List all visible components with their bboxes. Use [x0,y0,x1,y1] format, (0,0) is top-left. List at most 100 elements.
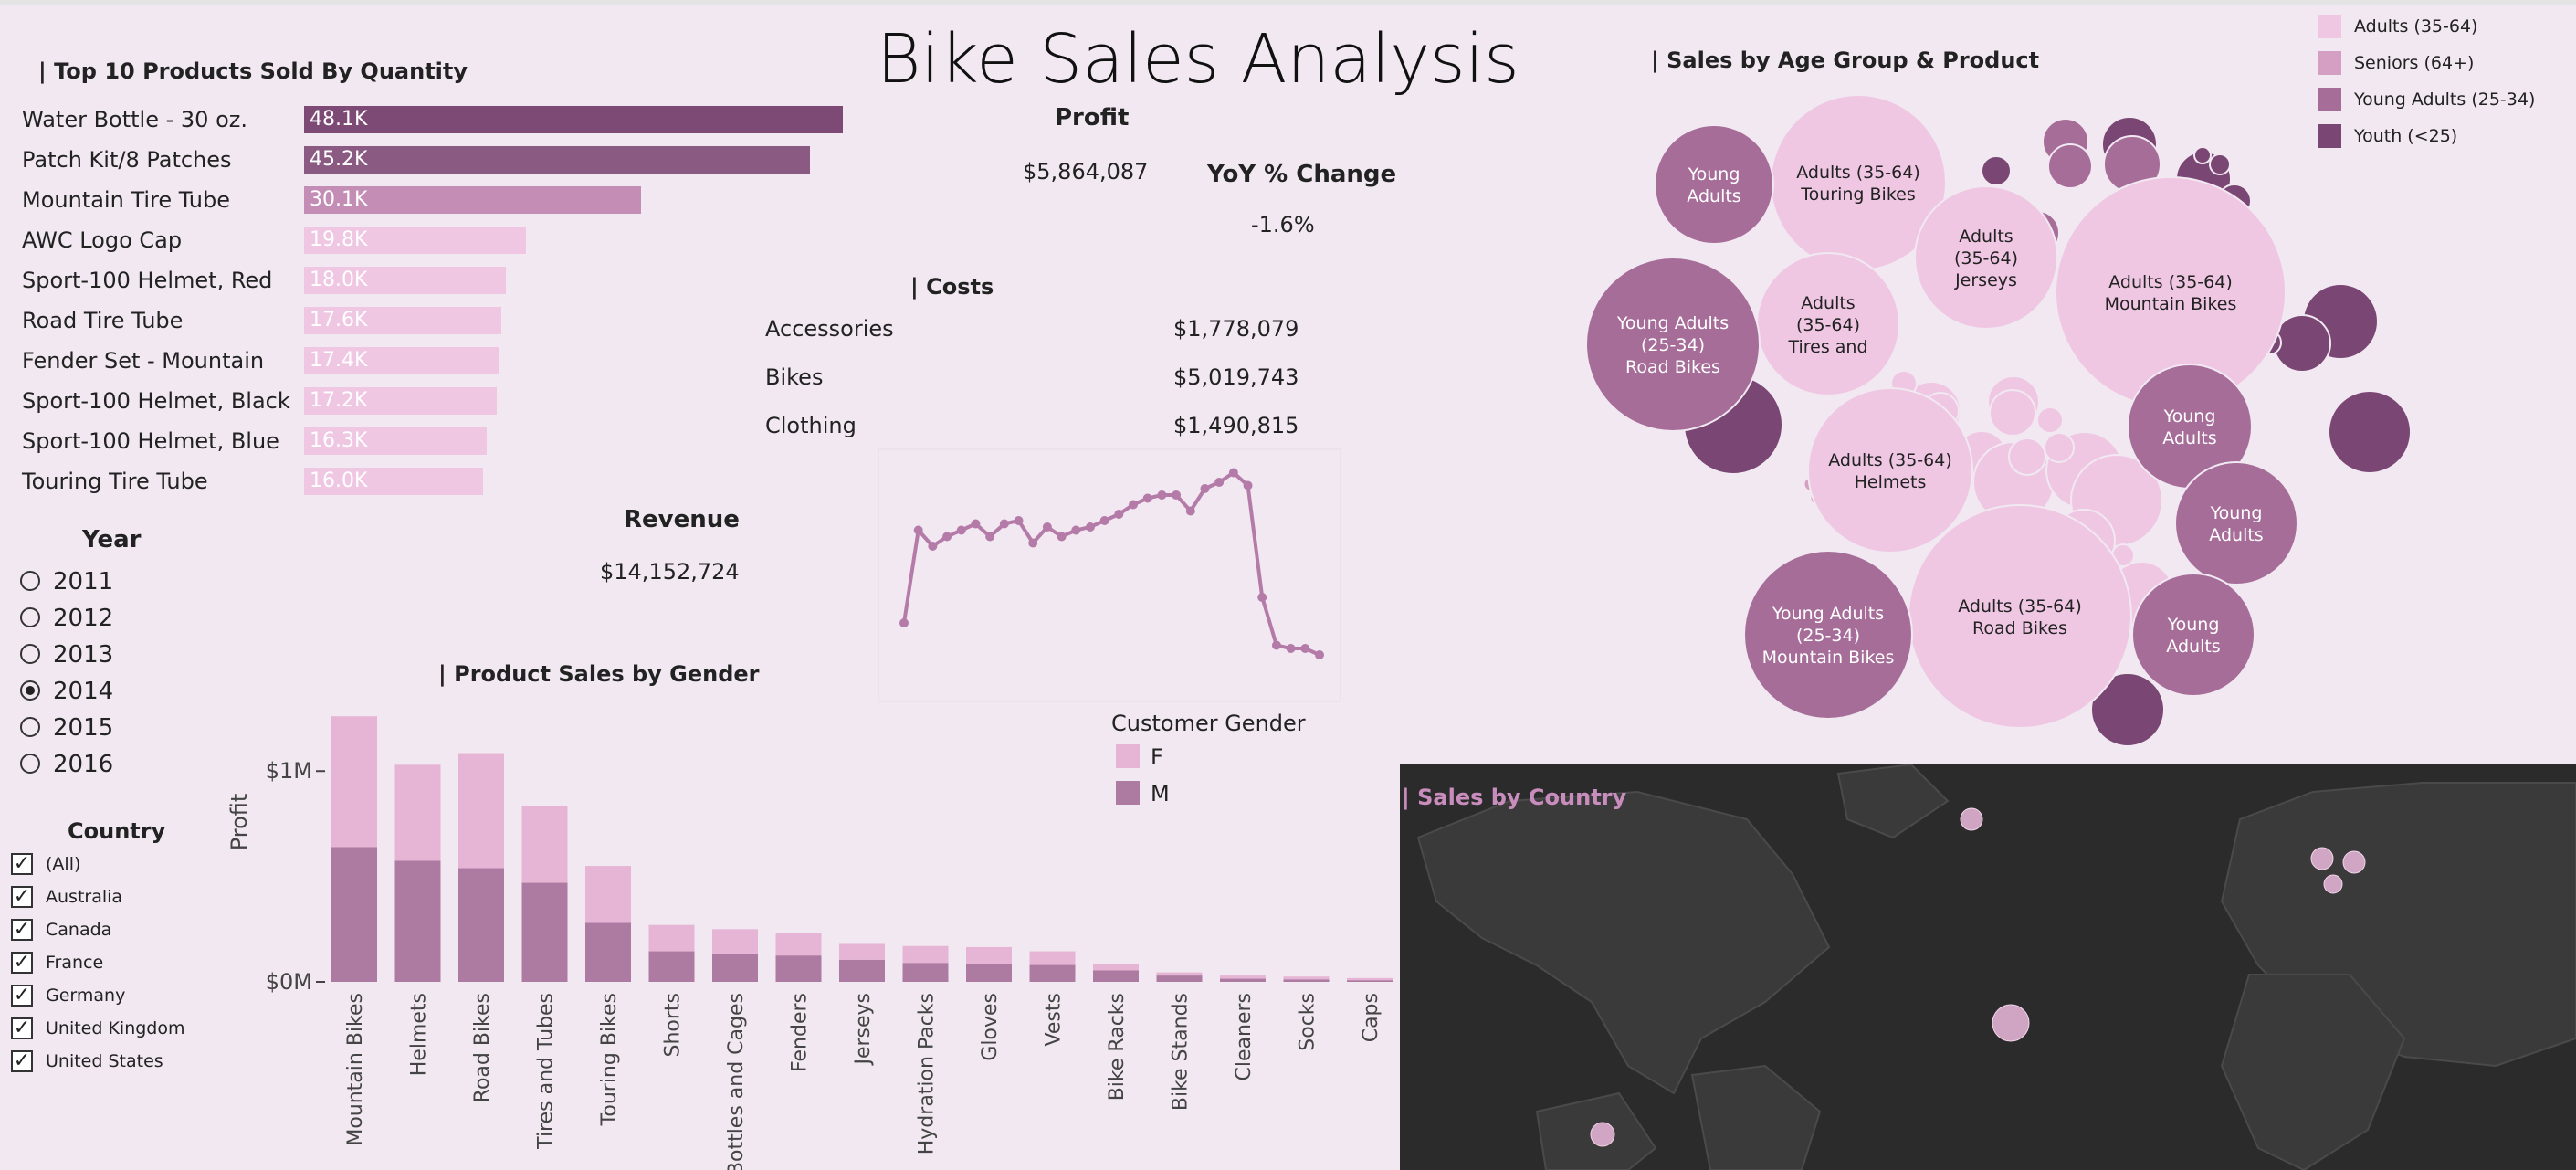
bar-female-6[interactable] [712,929,758,954]
trend-point[interactable] [942,532,952,542]
trend-point[interactable] [1129,500,1139,510]
bubble-11[interactable] [2131,573,2255,697]
year-radio-2015[interactable] [20,717,40,737]
trend-point[interactable] [899,618,909,627]
bar-male-6[interactable] [712,953,758,982]
bar-female-0[interactable] [331,716,377,848]
bar-male-15[interactable] [1283,979,1330,982]
year-radio-2014[interactable] [20,680,40,701]
bubble-small[interactable] [2090,672,2165,747]
bubble-4[interactable] [1914,185,2058,330]
bubble-small[interactable] [2047,143,2093,189]
country-checkbox[interactable]: ✓ [11,853,33,875]
bar-male-5[interactable] [648,951,695,982]
bar-female-12[interactable] [1093,964,1139,971]
trend-point[interactable] [1142,493,1152,503]
bubble-small[interactable] [2328,390,2412,474]
trend-point[interactable] [1071,525,1081,535]
bubble-1[interactable] [1908,504,2132,729]
trend-point[interactable] [1271,640,1281,650]
bar-female-4[interactable] [585,866,631,923]
legend-male-label[interactable]: M [1151,781,1170,806]
top-product-bar[interactable]: 45.2K [304,146,811,174]
trend-point[interactable] [928,542,938,551]
bar-female-14[interactable] [1220,975,1266,979]
bar-male-7[interactable] [775,955,822,982]
bar-female-13[interactable] [1156,972,1203,976]
country-checkbox[interactable]: ✓ [11,985,33,1007]
bar-female-9[interactable] [902,945,949,964]
bar-female-3[interactable] [521,806,568,883]
year-radio-2016[interactable] [20,754,40,774]
trend-point[interactable] [1200,484,1210,493]
bubble-small[interactable] [2036,406,2064,434]
country-checkbox[interactable]: ✓ [11,886,33,908]
age-legend-label[interactable]: Adults (35-64) [2354,16,2478,37]
trend-point[interactable] [1014,516,1024,525]
bar-male-16[interactable] [1347,980,1393,982]
bar-female-10[interactable] [966,946,1012,964]
year-radio-2012[interactable] [20,607,40,627]
trend-point[interactable] [985,532,995,542]
country-checkbox[interactable]: ✓ [11,1050,33,1072]
bar-male-1[interactable] [394,860,441,982]
trend-point[interactable] [913,525,923,535]
map-point-france[interactable] [2323,874,2343,894]
trend-point[interactable] [1042,522,1052,532]
bar-female-15[interactable] [1283,976,1330,980]
trend-point[interactable] [1172,490,1182,500]
top-product-bar[interactable]: 18.0K [304,267,506,294]
bar-female-5[interactable] [648,924,695,952]
top-product-bar[interactable]: 17.4K [304,347,499,374]
trend-point[interactable] [1214,478,1225,487]
country-checkbox[interactable]: ✓ [11,952,33,974]
bar-female-7[interactable] [775,933,822,956]
trend-point[interactable] [956,525,966,535]
trend-point[interactable] [999,519,1009,529]
bubble-small[interactable] [2044,432,2075,463]
year-radio-2013[interactable] [20,644,40,664]
trend-point[interactable] [1099,516,1109,525]
top-product-bar[interactable]: 16.3K [304,427,487,455]
bar-male-10[interactable] [966,964,1012,982]
map-point-germany[interactable] [2342,850,2366,874]
map-point-united-states[interactable] [1992,1004,2030,1042]
trend-point[interactable] [1228,468,1238,478]
bar-male-13[interactable] [1156,975,1203,982]
bar-male-14[interactable] [1220,978,1266,982]
trend-point[interactable] [1157,490,1167,500]
bubble-3[interactable] [1807,387,1973,553]
top-product-bar[interactable]: 30.1K [304,186,642,214]
sales-map[interactable]: | Sales by Country [1400,764,2576,1170]
trend-point[interactable] [1185,506,1195,516]
age-legend-label[interactable]: Seniors (64+) [2354,53,2475,73]
bar-male-8[interactable] [839,959,885,982]
bubble-small[interactable] [2273,314,2331,373]
bubble-7[interactable] [1743,550,1913,720]
trend-point[interactable] [1286,644,1296,653]
year-radio-2011[interactable] [20,571,40,591]
legend-female-label[interactable]: F [1151,744,1163,770]
map-point-united-kingdom[interactable] [2310,847,2334,870]
bar-male-12[interactable] [1093,970,1139,982]
bar-female-11[interactable] [1029,951,1076,965]
bar-male-2[interactable] [458,868,504,982]
map-point-australia[interactable] [1590,1122,1615,1147]
bar-male-4[interactable] [585,922,631,982]
bar-female-1[interactable] [394,764,441,861]
top-product-bar[interactable]: 17.2K [304,387,497,415]
bubble-small[interactable] [2209,153,2231,175]
trend-point[interactable] [1057,532,1067,542]
trend-point[interactable] [1257,593,1267,602]
bubble-small[interactable] [1989,389,2036,437]
country-checkbox[interactable]: ✓ [11,1017,33,1039]
bar-male-3[interactable] [521,882,568,982]
trend-point[interactable] [1315,650,1324,659]
bar-female-2[interactable] [458,753,504,869]
trend-point[interactable] [1114,510,1124,519]
trend-point[interactable] [1300,644,1310,653]
bubble-small[interactable] [1981,155,2012,186]
bar-male-11[interactable] [1029,964,1076,982]
top-product-bar[interactable]: 17.6K [304,307,501,334]
top-product-bar[interactable]: 16.0K [304,468,484,495]
